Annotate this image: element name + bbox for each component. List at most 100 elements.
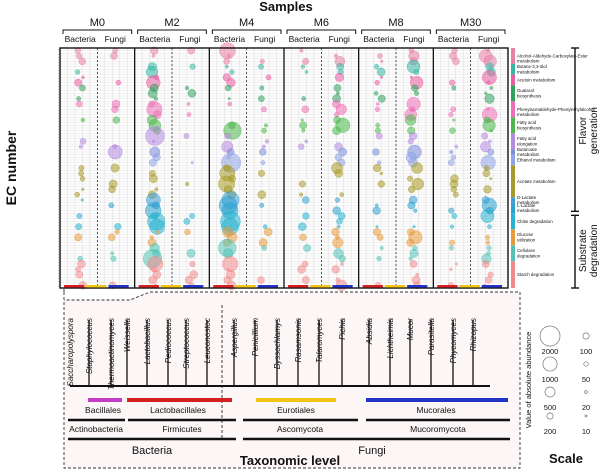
pathway-label: Alcohol-Aldehyde-Carboxylate-Ester metabo… (517, 54, 588, 64)
baseline-color-mark (481, 285, 502, 288)
subgroup-label-bacteria: Bacteria (65, 34, 96, 44)
bubble-fungi (257, 276, 265, 284)
bubble-bacteria (79, 84, 86, 92)
bubble-fungi (412, 225, 416, 229)
bubble-fungi (265, 74, 272, 81)
bubble-bacteria (449, 150, 454, 154)
pathway-swatch (511, 165, 515, 198)
bubble-fungi (413, 90, 419, 96)
bubble-bacteria (372, 148, 380, 156)
bubble-bacteria (78, 165, 85, 171)
bubble-bacteria (451, 213, 458, 219)
bubble-fungi (263, 123, 268, 128)
bubble-fungi (334, 169, 344, 178)
bubble-bacteria (373, 228, 381, 236)
bubble-bacteria (452, 118, 456, 122)
bubble-fungi (189, 63, 196, 70)
taxon-label: Saccharopolyspora (66, 317, 75, 386)
bubble-bacteria (376, 102, 380, 106)
bubble-bacteria (74, 78, 83, 87)
scale-value: 20 (582, 403, 590, 412)
pathway-label: D-Lactate metabolism (517, 195, 540, 205)
baseline-color-mark (257, 285, 278, 288)
subgroup-label-bacteria: Bacteria (363, 34, 394, 44)
bubble-bacteria (374, 106, 381, 112)
bubble-fungi (189, 260, 196, 268)
bubble-fungi (407, 185, 416, 194)
bubble-fungi (487, 224, 492, 230)
baseline-color-mark (384, 285, 406, 288)
bubble-bacteria (75, 270, 84, 279)
baseline-color-mark (332, 285, 353, 288)
bubble-bacteria (150, 46, 159, 55)
subgroup-label-fungi: Fungi (478, 34, 499, 44)
bubble-fungi (259, 202, 265, 208)
baseline-color-mark (310, 285, 331, 288)
group-bracket (137, 29, 207, 34)
bubble-fungi (261, 245, 267, 251)
bubble-bacteria (449, 127, 456, 134)
group-label-m4: M4 (239, 17, 254, 29)
bubble-fungi (260, 160, 266, 166)
bubble-bacteria (448, 159, 455, 166)
bubble-bacteria (145, 126, 165, 146)
bubble-bacteria (301, 96, 307, 102)
bubble-bacteria (300, 64, 306, 69)
bubble-bacteria (299, 121, 308, 130)
bubble-fungi (484, 276, 493, 284)
bubble-fungi (487, 148, 495, 156)
bubble-bacteria (302, 196, 310, 204)
bubble-bacteria (299, 48, 304, 53)
bubble-fungi (184, 228, 191, 236)
bubble-fungi (110, 255, 117, 262)
bubble-fungi (331, 227, 340, 237)
bubble-bacteria (298, 222, 307, 231)
bubble-bacteria (303, 244, 311, 252)
bubble-fungi (114, 229, 120, 235)
pathway-swatch (511, 74, 515, 86)
scale-circle (544, 386, 556, 398)
group-label-m2: M2 (164, 17, 179, 29)
kingdom-label: Fungi (358, 445, 386, 457)
bubble-fungi (257, 169, 266, 177)
bubble-bacteria (374, 127, 381, 134)
bubble-fungi (484, 91, 488, 95)
bubble-fungi (485, 234, 491, 240)
bubble-fungi (184, 85, 190, 91)
pathway-label: Fatty acid biosynthesis (517, 120, 542, 130)
bubble-bacteria (449, 79, 456, 86)
bubble-fungi (108, 144, 123, 160)
bubble-fungi (408, 256, 413, 261)
bubble-fungi (257, 190, 267, 199)
bubble-fungi (108, 185, 116, 194)
bubble-bacteria (297, 143, 305, 150)
bubble-fungi (481, 132, 489, 140)
scale-value: 2000 (542, 347, 559, 356)
baseline-color-mark (138, 285, 159, 288)
bubble-bacteria (452, 57, 460, 66)
phylum-label: Actinobacteria (69, 424, 123, 434)
bubble-fungi (339, 192, 345, 197)
bubble-fungi (186, 248, 196, 258)
order-label: Bacillales (85, 405, 121, 415)
bubble-fungi (486, 80, 491, 85)
bubble-fungi (481, 260, 490, 268)
baseline-color-mark (64, 285, 85, 288)
category-substrate: Substrate (578, 229, 589, 272)
bubble-bacteria (297, 265, 306, 274)
bubble-fungi (485, 240, 491, 245)
bubble-fungi (340, 262, 344, 266)
bubble-fungi (183, 133, 190, 139)
scale-value: 10 (582, 427, 590, 436)
kingdom-label: Bacteria (132, 445, 173, 457)
category-substrate: degradation (589, 224, 600, 277)
bubble-fungi (338, 147, 348, 157)
bubble-bacteria (227, 101, 232, 107)
category-flavor: generation (589, 107, 600, 154)
bubble-bacteria (372, 206, 381, 215)
bubble-fungi (336, 218, 343, 225)
scale-circle (583, 361, 589, 367)
bubble-fungi (263, 227, 273, 237)
bubble-bacteria (379, 246, 384, 250)
baseline-color-mark (459, 285, 480, 288)
